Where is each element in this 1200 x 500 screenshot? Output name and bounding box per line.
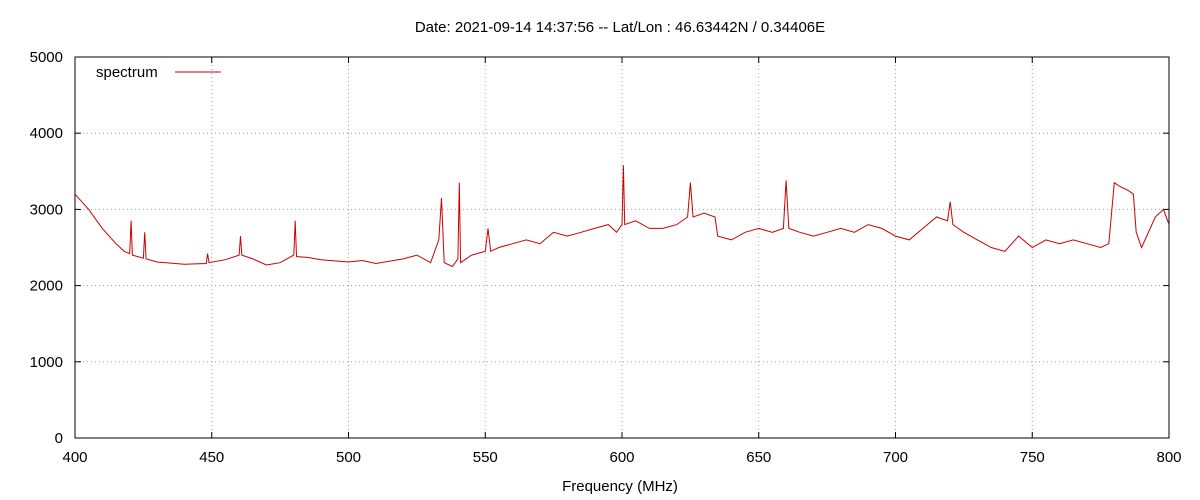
x-axis-label: Frequency (MHz) bbox=[562, 478, 678, 495]
x-tick-label: 650 bbox=[746, 449, 771, 466]
y-tick-label: 1000 bbox=[30, 354, 63, 371]
x-tick-label: 700 bbox=[883, 449, 908, 466]
y-tick-label: 0 bbox=[55, 430, 63, 447]
x-tick-label: 500 bbox=[336, 449, 361, 466]
y-tick-label: 5000 bbox=[30, 49, 63, 66]
ticks: 400 450 500 550 600 650 700 750 800 0 1000 2000 3000… bbox=[30, 49, 1182, 466]
x-tick-label: 400 bbox=[62, 449, 87, 466]
y-tick-label: 3000 bbox=[30, 201, 63, 218]
x-tick-label: 550 bbox=[473, 449, 498, 466]
y-tick-label: 4000 bbox=[30, 125, 63, 142]
legend: spectrum bbox=[96, 64, 221, 81]
x-tick-label: 750 bbox=[1020, 449, 1045, 466]
y-tick-label: 2000 bbox=[30, 278, 63, 295]
legend-entry-spectrum: spectrum bbox=[96, 64, 158, 81]
x-tick-label: 800 bbox=[1156, 449, 1181, 466]
series-line-spectrum bbox=[74, 165, 1170, 268]
chart-title: Date: 2021-09-14 14:37:56 -- Lat/Lon : 4… bbox=[415, 19, 825, 36]
x-tick-label: 450 bbox=[199, 449, 224, 466]
grid bbox=[75, 57, 1169, 438]
series-group bbox=[74, 165, 1170, 268]
x-tick-label: 600 bbox=[609, 449, 634, 466]
plot-frame bbox=[74, 56, 1170, 439]
